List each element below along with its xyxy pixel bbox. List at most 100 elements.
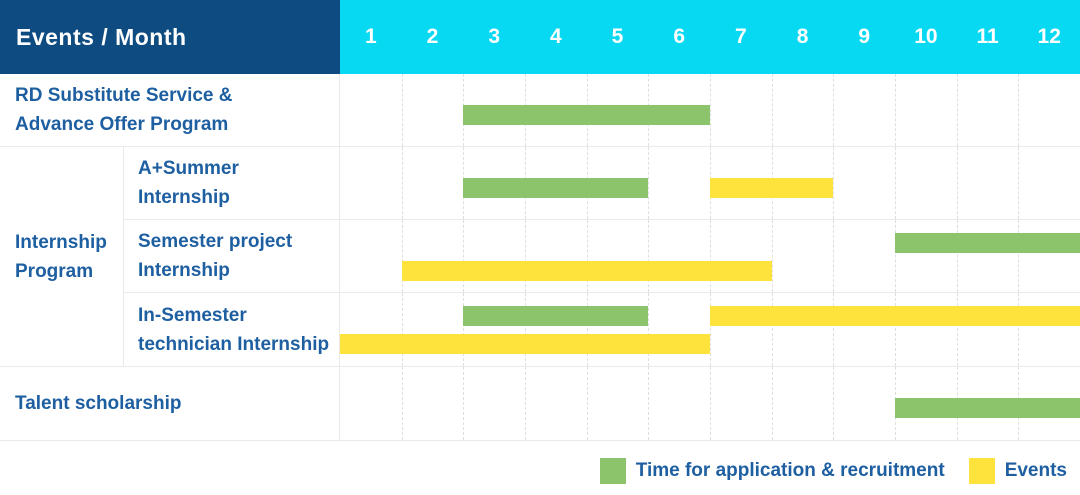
table-row-rd-substitute: RD Substitute Service & Advance Offer Pr… [0,74,1080,147]
row-label-line: Advance Offer Program [15,114,229,135]
row-label-in-semester-technician: In-Semester technician Internship [124,293,340,366]
month-gridline [648,293,650,366]
month-gridline [771,367,773,440]
row-label-line: technician Internship [138,333,330,355]
month-gridline [401,367,403,440]
month-gridline [895,293,896,366]
month-gridline [771,220,773,292]
month-header-2: 2 [426,25,439,48]
month-gridline [833,293,835,366]
legend-item-application-recruitment: Time for application & recruitment [599,458,945,484]
month-gridline [525,293,526,366]
month-gridline [401,220,403,292]
month-gridline [401,147,403,219]
legend-label: Events [1004,460,1067,481]
row-label-line: Internship [138,187,230,208]
table-row-in-semester-technician-internship: In-Semester technician Internship [124,293,1080,366]
table-row-a-summer-internship: A+Summer Internship [124,147,1080,220]
month-header-3: 3 [488,25,501,48]
row-label-line: RD Substitute Service & [15,85,233,106]
month-header-6: 6 [673,25,686,48]
month-gridline [895,220,896,292]
row-label-line: Talent scholarship [15,393,182,414]
row-label-line: Internship [138,260,230,281]
month-header-10: 10 [914,25,938,48]
month-header-4: 4 [550,25,562,48]
gantt-bar-yellow [401,261,772,281]
legend-swatch-yellow [968,458,995,484]
row-label-talent-scholarship: Talent scholarship [0,367,340,440]
month-gridline [956,74,958,146]
schedule-table: Events / Month 1 2 3 4 5 6 7 8 9 10 11 1… [0,0,1080,441]
month-gridline [710,220,711,292]
month-gridline [833,367,835,440]
events-month-header-cell: Events / Month [0,0,340,74]
month-gridline [771,74,773,146]
month-gridline [956,147,958,219]
month-gridline [956,220,958,292]
group-label-line: Internship [15,231,107,253]
gantt-bar-yellow [710,178,834,198]
month-gridline [401,293,403,366]
row-label-semester-project-internship: Semester project Internship [124,220,340,292]
month-header-7: 7 [735,25,747,48]
month-header-5: 5 [611,25,624,48]
month-gridline [710,293,711,366]
month-gridline [833,74,835,146]
month-header-1: 1 [364,25,377,48]
table-group-internship-program: Internship Program A+Summer Internship S… [0,147,1080,367]
row-label-line: Semester project [138,231,293,252]
gantt-track-semester-project [340,220,1080,292]
month-gridline [648,367,650,440]
month-gridline [463,220,465,292]
month-gridline [525,367,526,440]
month-gridline [771,293,773,366]
group-label-internship-program: Internship Program [0,147,124,366]
month-gridline [463,367,465,440]
month-gridline [956,293,958,366]
gantt-track-a-summer [340,147,1080,219]
month-gridline [586,220,588,292]
month-gridline [586,293,588,366]
gantt-bar-yellow [340,334,710,354]
gantt-bar-green [895,398,1080,418]
month-gridline [1018,147,1020,219]
month-header-12: 12 [1037,25,1061,48]
month-gridline [833,220,835,292]
month-header-9: 9 [858,25,871,48]
gantt-bar-green [895,233,1080,253]
table-row-semester-project-internship: Semester project Internship [124,220,1080,293]
month-gridline [1018,220,1020,292]
month-gridline [833,147,835,219]
month-gridline [895,74,896,146]
month-gridline [586,367,588,440]
internship-sub-rows: A+Summer Internship Semester project Int… [124,147,1080,366]
legend-label: Time for application & recruitment [635,460,945,481]
gantt-track-talent-scholarship [340,367,1080,440]
legend-swatch-green [599,458,626,484]
month-header-11: 11 [976,25,999,48]
legend-item-events: Events [968,458,1067,484]
row-label-line: A+Summer [138,158,239,179]
month-gridline [401,74,403,146]
month-header-strip: 1 2 3 4 5 6 7 8 9 10 11 12 [340,0,1080,74]
table-header-row: Events / Month 1 2 3 4 5 6 7 8 9 10 11 1… [0,0,1080,74]
chart-legend: Time for application & recruitment Event… [0,441,1080,495]
month-gridline [648,147,650,219]
group-label-line: Program [15,260,94,282]
table-row-talent-scholarship: Talent scholarship [0,367,1080,441]
gantt-bar-yellow [710,306,1080,326]
month-gridline [1018,293,1020,366]
month-gridline [710,367,711,440]
month-header-8: 8 [796,25,809,48]
row-label-a-summer-internship: A+Summer Internship [124,147,340,219]
month-gridline [648,220,650,292]
month-gridline [895,147,896,219]
month-gridline [525,220,526,292]
gantt-track-in-semester-technician [340,293,1080,366]
gantt-bar-green [463,178,649,198]
row-label-rd-substitute-service: RD Substitute Service & Advance Offer Pr… [0,74,340,146]
month-gridline [1018,74,1020,146]
gantt-bar-green [463,105,710,125]
